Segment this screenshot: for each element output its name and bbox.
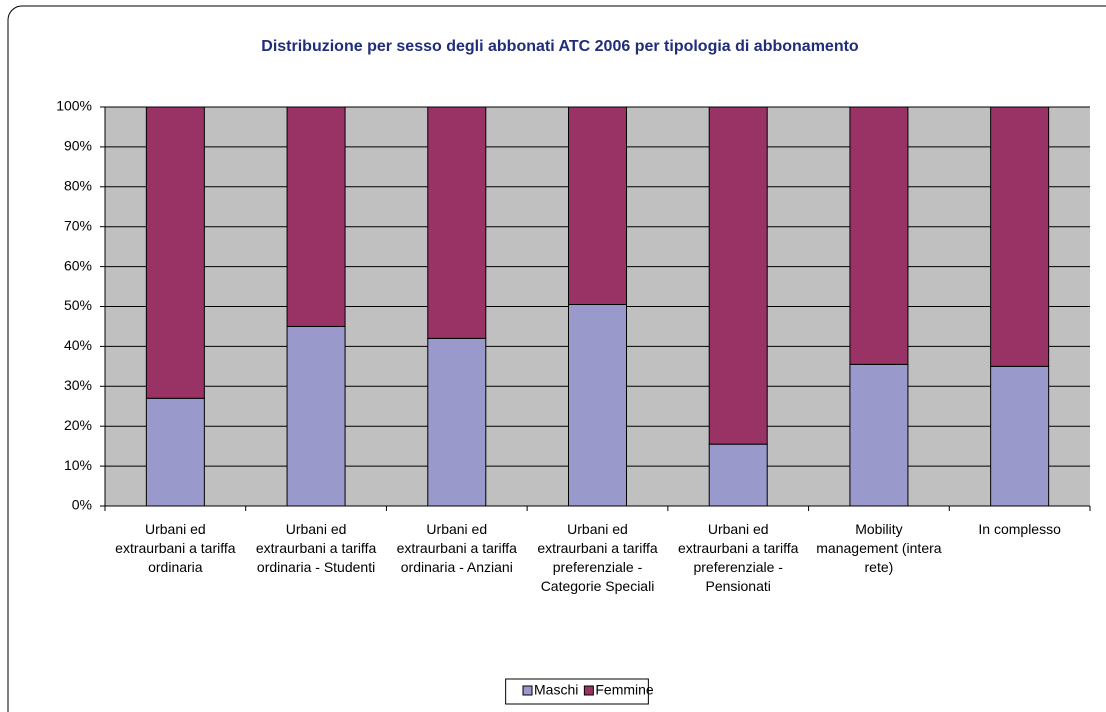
bar-segment [849,106,909,365]
bar-segment [427,106,487,339]
bar-segment [145,106,205,399]
bar-segment [286,325,346,507]
x-tick-label: Urbani ed extraurbani a tariffa ordinari… [396,521,517,575]
x-tick-label: Urbani ed extraurbani a tariffa preferen… [537,521,658,594]
bar-segment [427,337,487,507]
y-tick-label: 40% [64,337,92,353]
legend-label: Maschi [534,682,578,698]
x-tick-label: In complesso [978,521,1061,537]
chart-title: Distribuzione per sesso degli abbonati A… [261,38,859,55]
y-tick-label: 60% [64,257,92,273]
y-tick-label: 50% [64,297,92,313]
bar-segment [990,106,1050,367]
bar-segment [568,304,627,507]
bar-segment [286,106,346,327]
y-tick-label: 80% [64,178,92,194]
legend-label: Femmine [595,682,654,698]
x-tick-label: Mobility management (intera rete) [816,521,942,575]
y-tick-label: 100% [56,98,92,114]
y-tick-label: 10% [64,457,92,473]
x-tick-label: Urbani ed extraurbani a tariffa preferen… [678,521,799,594]
bar-segment [990,365,1050,507]
y-tick-label: 90% [64,138,92,154]
x-tick-label: Urbani ed extraurbani a tariffa ordinari… [255,521,377,575]
y-tick-label: 30% [64,377,92,393]
x-tick-label: Urbani ed extraurbani a tariffa ordinari… [115,521,236,575]
y-tick-label: 20% [64,417,92,433]
legend-swatch [583,685,594,696]
bar-segment [708,443,768,507]
legend-swatch [522,685,533,696]
bar-segment [708,106,768,445]
y-tick-label: 0% [72,497,92,513]
y-tick-label: 70% [64,217,92,233]
bar-segment [849,363,909,507]
bar-segment [145,397,205,507]
bar-segment [568,106,627,306]
